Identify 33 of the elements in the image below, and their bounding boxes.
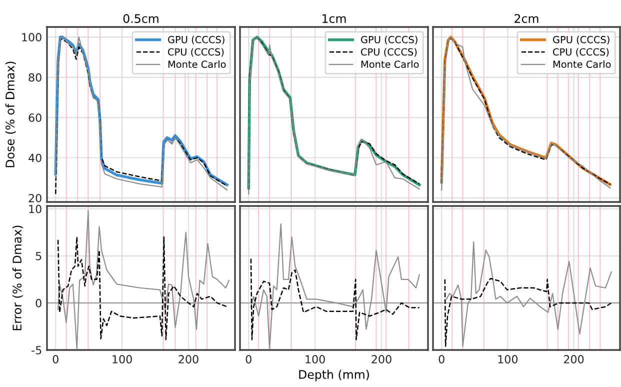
x-tick-label: 200 <box>372 355 392 364</box>
chart-title: 0.5cm <box>123 14 158 23</box>
legend-label: CPU (CCCS) <box>553 48 609 57</box>
legend-label: Monte Carlo <box>361 60 419 68</box>
y-tick-label: -5 <box>32 346 42 354</box>
x-tick-label: 0 <box>438 355 444 364</box>
legend-label: Monte Carlo <box>168 60 226 68</box>
x-tick-label: 100 <box>306 355 325 364</box>
y-tick-label: 10 <box>29 204 42 214</box>
x-tick-label: 100 <box>112 355 132 364</box>
chart-title: 1cm <box>322 14 346 23</box>
y-axis-title: Error (% of Dmax) <box>12 226 23 330</box>
legend-label: CPU (CCCS) <box>361 48 417 57</box>
y-tick-label: 20 <box>28 194 42 202</box>
x-tick-label: 100 <box>498 355 518 364</box>
legend-label: GPU (CCCS) <box>168 36 224 44</box>
y-tick-label: 100 <box>22 33 42 42</box>
legend-label: CPU (CCCS) <box>168 48 224 57</box>
y-tick-label: 40 <box>28 154 42 162</box>
y-axis-title: Dose (% of Dmax) <box>5 62 16 168</box>
x-tick-label: 0 <box>52 355 58 364</box>
x-tick-label: 0 <box>246 355 252 364</box>
y-tick-label: 0 <box>36 298 42 308</box>
x-tick-label: 200 <box>178 355 198 364</box>
legend-label: Monte Carlo <box>553 60 611 68</box>
y-tick-label: 80 <box>28 73 42 82</box>
legend-label: GPU (CCCS) <box>553 36 610 44</box>
x-tick-label: 200 <box>564 355 584 364</box>
legend-label: GPU (CCCS) <box>361 36 418 44</box>
x-axis-title: Depth (mm) <box>299 370 369 382</box>
y-tick-label: 5 <box>36 252 42 260</box>
y-tick-label: 60 <box>28 113 42 122</box>
chart-title: 2cm <box>514 14 538 23</box>
